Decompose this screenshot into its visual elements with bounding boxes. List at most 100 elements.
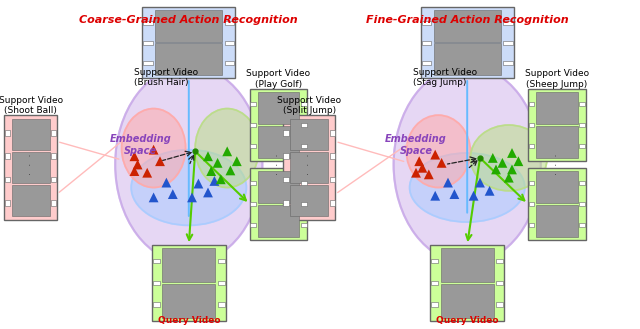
Point (168, 191, 178, 197)
Point (497, 160, 508, 165)
Point (148, 195, 159, 200)
Bar (431, 281, 438, 285)
Point (424, 172, 434, 177)
Bar (430, 245, 504, 321)
Ellipse shape (131, 150, 246, 225)
Bar (5, 177, 10, 182)
Bar (421, 8, 513, 78)
Bar (250, 168, 307, 240)
Point (129, 168, 140, 174)
Point (430, 193, 440, 198)
Bar (250, 89, 307, 161)
Bar (284, 177, 289, 182)
Text: Support Video
(Stag Jump): Support Video (Stag Jump) (413, 68, 477, 87)
Bar (536, 205, 577, 237)
Bar (422, 61, 431, 65)
Bar (51, 200, 56, 206)
Point (484, 188, 495, 193)
Bar (422, 21, 431, 24)
Bar (579, 223, 585, 227)
Ellipse shape (195, 109, 259, 188)
Text: Embedding
Space: Embedding Space (110, 134, 172, 156)
Bar (258, 126, 299, 158)
Point (488, 155, 498, 161)
Point (449, 191, 460, 197)
Point (155, 159, 165, 164)
Bar (284, 200, 289, 206)
Bar (163, 248, 215, 282)
Point (216, 177, 226, 182)
Bar (225, 41, 234, 45)
Bar (301, 144, 307, 148)
Point (203, 190, 213, 195)
Bar (12, 119, 50, 150)
Bar (250, 123, 256, 127)
Bar (153, 259, 160, 264)
Point (436, 160, 447, 165)
Bar (301, 181, 307, 185)
Bar (504, 41, 513, 45)
Bar (156, 43, 222, 75)
Bar (301, 123, 307, 127)
Bar (4, 115, 57, 220)
Bar (301, 223, 307, 227)
Bar (301, 202, 307, 206)
Point (468, 193, 479, 198)
Point (414, 159, 424, 164)
Bar (142, 8, 235, 78)
Bar (153, 302, 160, 307)
Point (443, 180, 453, 185)
Bar (529, 144, 534, 148)
Point (203, 154, 213, 159)
Point (475, 180, 485, 185)
Bar (330, 200, 335, 206)
Point (430, 152, 440, 157)
Point (513, 159, 524, 164)
Point (411, 170, 421, 175)
Bar (431, 259, 438, 264)
Ellipse shape (470, 125, 547, 191)
Bar (422, 41, 431, 45)
Bar (5, 130, 10, 136)
Bar (536, 126, 577, 158)
Point (142, 170, 152, 175)
Bar (283, 115, 335, 220)
Text: Coarse-Grained Action Recognition: Coarse-Grained Action Recognition (79, 15, 298, 25)
Bar (529, 102, 534, 106)
Ellipse shape (406, 115, 470, 188)
Bar (330, 153, 335, 159)
Point (504, 175, 514, 180)
Text: Support Video
(Sheep Jump): Support Video (Sheep Jump) (525, 69, 589, 89)
Bar (250, 181, 256, 185)
Bar (258, 171, 299, 203)
Bar (290, 185, 328, 216)
Point (161, 180, 172, 185)
Point (209, 178, 220, 184)
Point (193, 181, 204, 186)
Ellipse shape (410, 153, 525, 222)
Bar (301, 102, 307, 106)
Bar (143, 41, 152, 45)
Text: Support Video
(Split Jump): Support Video (Split Jump) (277, 96, 341, 115)
Bar (504, 21, 513, 24)
Point (417, 165, 428, 170)
Bar (225, 21, 234, 24)
Bar (504, 61, 513, 65)
Bar (51, 130, 56, 136)
Bar (290, 119, 328, 150)
Point (148, 147, 159, 152)
Bar (152, 245, 226, 321)
Bar (579, 123, 585, 127)
Text: Fine-Grained Action Recognition: Fine-Grained Action Recognition (366, 15, 568, 25)
Bar (250, 223, 256, 227)
Bar (434, 43, 500, 75)
Point (507, 167, 517, 172)
Ellipse shape (115, 66, 262, 263)
Bar (434, 10, 500, 42)
Bar (529, 123, 534, 127)
Bar (431, 302, 438, 307)
Bar (330, 130, 335, 136)
Point (232, 159, 242, 164)
Bar (51, 153, 56, 159)
Bar (218, 281, 225, 285)
